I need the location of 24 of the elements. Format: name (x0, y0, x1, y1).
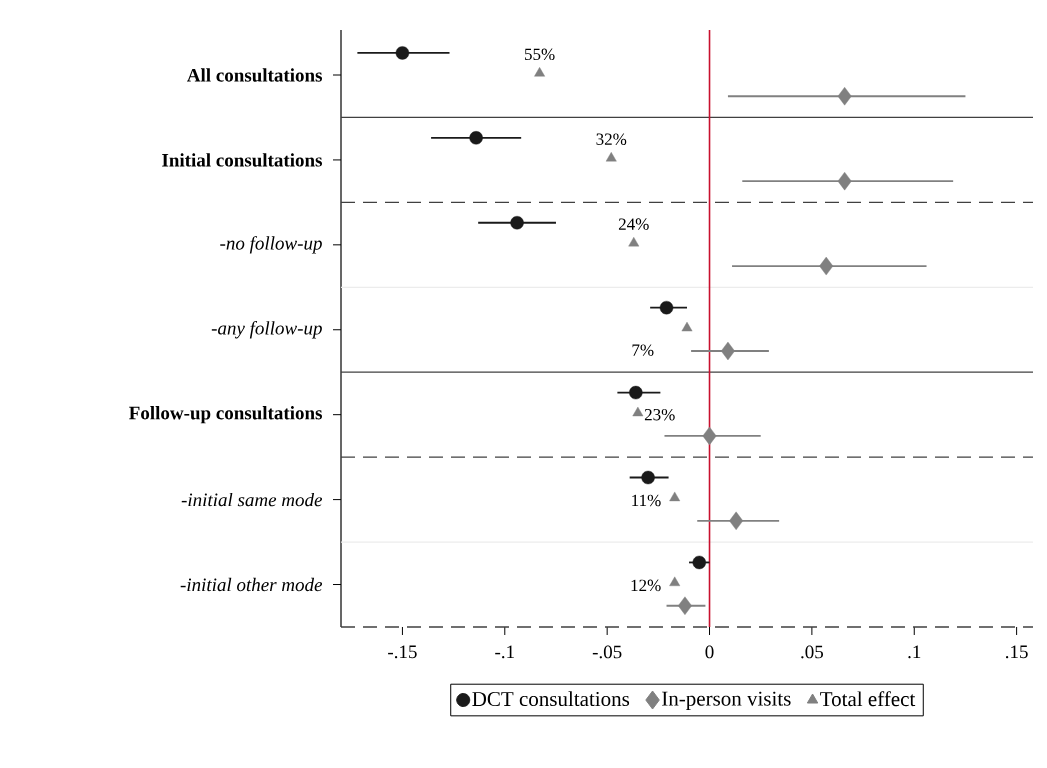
annotation: 7% (632, 344, 654, 356)
legend-label: In-person visits (662, 691, 791, 711)
y-tick-label: -any follow-up (211, 321, 322, 339)
annotation: 12% (631, 579, 661, 592)
y-tick-label: -no follow-up (220, 236, 322, 254)
x-tick-label: .05 (801, 645, 824, 659)
annotation: 24% (618, 218, 649, 230)
x-tick-label: 0 (705, 645, 714, 659)
x-tick-label: -.15 (388, 645, 417, 659)
annotation: 23% (644, 408, 675, 421)
x-tick-label: .1 (908, 645, 921, 659)
y-tick-label: -initial other mode (180, 577, 323, 592)
x-tick-label: .15 (1006, 645, 1028, 659)
y-tick-label: Initial consultations (162, 153, 323, 167)
legend-label: Total effect (820, 691, 916, 707)
annotation: 55% (525, 48, 555, 61)
y-tick-label: Follow-up consultations (129, 406, 322, 424)
x-tick-label: -.05 (592, 645, 622, 659)
y-tick-label: -initial same mode (181, 492, 323, 507)
x-tick-label: -.1 (495, 645, 514, 659)
legend-label: DCT consultations (472, 691, 630, 707)
annotation: 11% (632, 494, 661, 507)
y-tick-label: All consultations (187, 68, 323, 82)
annotation: 32% (596, 133, 627, 145)
